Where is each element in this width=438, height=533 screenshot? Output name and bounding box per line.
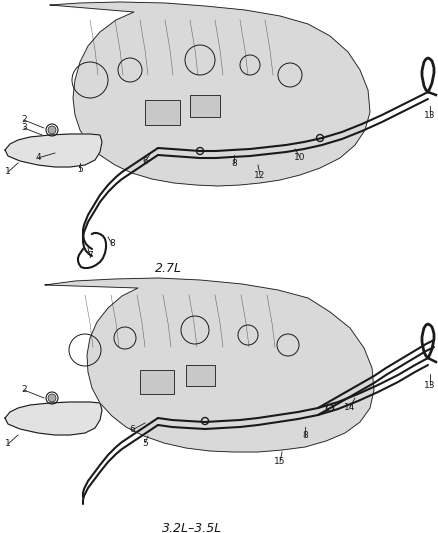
Text: 3: 3 <box>21 124 27 133</box>
Text: 6: 6 <box>142 157 148 166</box>
Polygon shape <box>5 134 102 167</box>
Text: 13: 13 <box>424 111 436 120</box>
Circle shape <box>48 394 56 402</box>
Polygon shape <box>5 402 102 435</box>
Text: 1: 1 <box>5 440 11 448</box>
Text: 12: 12 <box>254 171 266 180</box>
Text: 2: 2 <box>21 385 27 394</box>
Bar <box>190 95 220 117</box>
Text: 8: 8 <box>109 239 115 248</box>
Text: 4: 4 <box>35 154 41 163</box>
Text: 8: 8 <box>302 432 308 440</box>
Text: 2.7L: 2.7L <box>155 262 181 274</box>
Text: 6: 6 <box>129 425 135 434</box>
Bar <box>145 100 180 125</box>
Text: 10: 10 <box>294 152 306 161</box>
Text: 5: 5 <box>77 166 83 174</box>
Circle shape <box>48 126 56 134</box>
Text: 3.2L–3.5L: 3.2L–3.5L <box>162 521 222 533</box>
Bar <box>186 365 215 386</box>
Text: 14: 14 <box>344 402 356 411</box>
Text: 2: 2 <box>21 116 27 125</box>
Text: 7: 7 <box>87 252 93 261</box>
Text: 8: 8 <box>231 158 237 167</box>
Text: 1: 1 <box>5 167 11 176</box>
Polygon shape <box>50 2 370 186</box>
Bar <box>140 370 174 394</box>
Text: 5: 5 <box>142 439 148 448</box>
Text: 15: 15 <box>274 457 286 466</box>
Polygon shape <box>45 278 374 452</box>
Text: 13: 13 <box>424 381 436 390</box>
